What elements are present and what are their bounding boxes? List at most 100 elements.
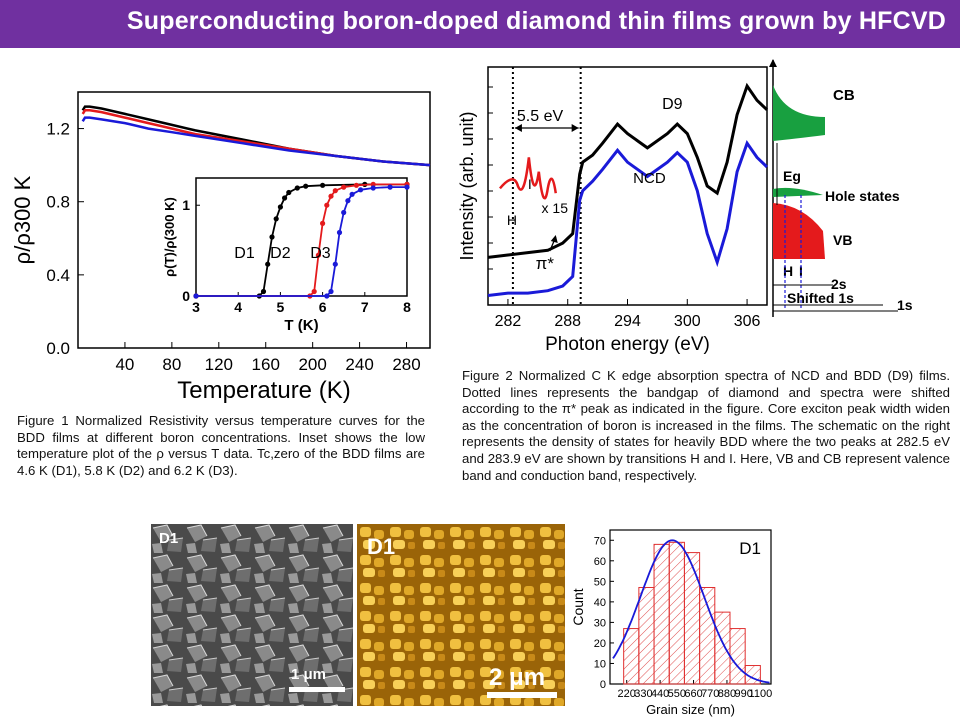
inset-label-D2: D2 [270,245,291,262]
x-tick-label-minor: 330 [634,688,652,700]
inset-point-D3 [341,209,347,216]
y-tick-label: 30 [594,617,606,629]
x-tick-label: 660 [684,688,702,700]
x-axis-label: Temperature (K) [177,377,350,404]
y-tick-label: 0.0 [46,339,70,358]
x-tick-label: 880 [718,688,736,700]
afm-image: D1 2 μm [357,524,565,706]
y-tick-label: 0 [600,679,606,691]
sem-texture [151,524,353,706]
inset-x-tick-label: 8 [403,299,411,315]
inset-point-D2 [353,182,359,188]
inset-point-D3 [336,229,343,236]
inset-point-D2 [324,202,330,208]
x-tick-label: 120 [205,355,233,374]
sem-label: D1 [159,530,179,547]
inset-y-tick-label: 0 [182,288,190,304]
inset-point-D2 [370,181,376,187]
histogram-bar [714,611,731,685]
inset-point-D2 [320,220,326,226]
histogram-bar [683,552,701,685]
x-axis-label: Photon energy (eV) [545,334,710,355]
afm-texture [357,524,565,706]
label-2s: 2s [831,276,847,292]
inset-series-D1 [196,183,407,297]
x-tick-label-minor: 990 [734,688,752,700]
label-shifted-1s: Shifted 1s [787,290,854,306]
x-tick-label: 1100 [749,688,773,700]
series-label-D9: D9 [662,96,683,113]
page-title: Superconducting boron-doped diamond thin… [126,7,946,35]
x-tick-label: 240 [345,355,373,374]
y-tick-label: 70 [594,535,606,547]
pi-star-arrow-head [550,235,558,243]
inset-x-tick-label: 3 [192,299,200,315]
y-tick-label: 40 [594,597,606,609]
inset-point-D3 [349,191,355,197]
inset-point-D1 [260,288,267,295]
inset-x-axis-label: T (K) [284,317,318,334]
x15-inset-spectrum [498,157,557,200]
y-tick-label: 0.8 [46,193,70,212]
inset-x-tick-label: 5 [277,299,285,315]
label-pi-star: π* [536,254,555,273]
inset-point-D1 [294,185,300,191]
inset-y-axis-label: ρ(T)/ρ(300 K) [162,197,177,277]
x-tick-label: 294 [614,313,641,330]
x-tick-label: 282 [495,313,522,330]
inset-label-D3: D3 [310,245,331,262]
y-tick-label: 10 [594,658,606,670]
eg-label: Eg [783,168,801,184]
inset-y-tick-label: 1 [182,197,190,213]
resistivity-chart: 40 80 120 160 200 240 2800.00.40.81.2Temperatu… [10,91,431,404]
inset-frame [195,177,408,297]
figure2-caption: Figure 2 Normalized C K edge absorption … [462,368,950,483]
bandgap-label: 5.5 eV [517,108,564,125]
series-line-D9 [487,82,769,259]
xas-spectra-chart: 282 288 294 300 306 Photon energy (eV) Intensi… [457,59,913,355]
inset-point-D2 [341,184,347,190]
inset-point-D2 [315,252,321,258]
inset-point-D3 [358,187,364,193]
x-tick-label: 160 [252,355,280,374]
x-tick-label: 280 [392,355,420,374]
cb-band [773,85,825,141]
x-tick-label: 200 [298,355,326,374]
hole-states-label: Hole states [825,188,900,204]
inset-point-D2 [311,288,317,295]
x-tick-label-minor: 550 [668,688,686,700]
inset-point-D3 [370,185,376,191]
histogram-bar [699,586,716,685]
histogram-bar [653,543,670,685]
h-transition-label: H [783,263,793,279]
x-tick-label: 40 [115,355,134,374]
afm-label: D1 [367,534,396,559]
y-tick-label: 50 [594,576,606,588]
y-tick-label: 20 [594,638,606,650]
inset-point-D1 [265,261,271,267]
sem-scale-bar [289,687,345,692]
label-I: I [528,176,532,192]
inset-label-D1: D1 [234,245,255,262]
label-x15: x 15 [542,200,569,216]
panel-label: D1 [739,539,761,558]
histogram-bar [668,541,685,685]
x-tick-label: 220 [618,688,636,700]
arrow-head-right [571,124,579,132]
inset-point-D1 [277,204,283,210]
vb-label: VB [833,232,852,248]
inset-point-D1 [303,183,309,189]
inset-point-D1 [320,182,326,188]
sem-scale-label: 1 μm [291,666,327,683]
x-tick-label: 80 [162,355,181,374]
inset-point-D3 [404,184,410,190]
inset-point-D3 [387,184,393,190]
inset-point-D3 [345,198,351,204]
y-tick-label: 0.4 [46,266,70,285]
energy-axis-arrow [769,59,777,67]
grain-size-histogram: 0 10 20 30 40 50 60 70 220 440 660 880 1100 330 550 770… [570,529,773,717]
hole-states-band [773,187,823,197]
inset-point-D1 [286,189,292,196]
y-axis-label: Intensity (arb. unit) [457,111,477,260]
inset-point-D2 [332,188,338,194]
